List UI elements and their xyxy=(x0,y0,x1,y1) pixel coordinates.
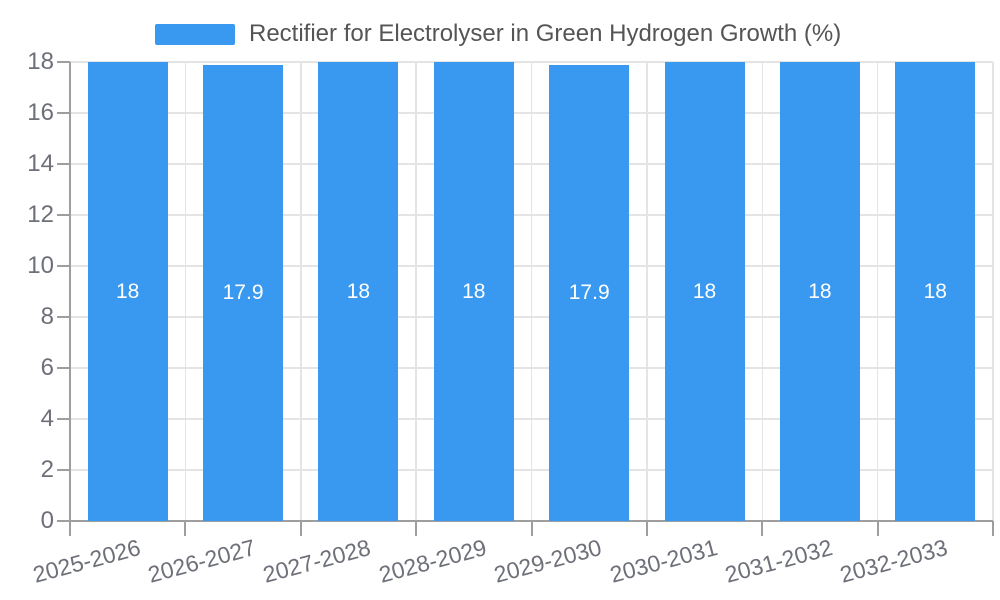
y-axis-tick-label: 10 xyxy=(27,252,54,279)
bar-value-label: 18 xyxy=(116,279,140,303)
y-axis-tick xyxy=(57,265,70,267)
y-axis-tick-label: 6 xyxy=(40,354,54,381)
x-axis-tick xyxy=(876,521,879,536)
x-gridline xyxy=(761,62,763,521)
bar-2028-2029[interactable]: 18 xyxy=(433,62,514,521)
y-axis-tick xyxy=(57,316,70,318)
bar-value-label: 18 xyxy=(346,279,371,303)
legend-item[interactable]: Rectifier for Electrolyser in Green Hydr… xyxy=(155,20,841,48)
x-axis-tick xyxy=(645,521,648,536)
x-axis-tick xyxy=(184,521,187,536)
x-gridline xyxy=(646,62,648,521)
bar-2030-2031[interactable]: 18 xyxy=(664,62,745,521)
y-axis-tick-label: 8 xyxy=(40,303,54,330)
x-axis-label-2028-2029: 2028-2029 xyxy=(376,534,490,588)
bar-2027-2028[interactable]: 18 xyxy=(318,62,399,521)
x-axis-label-2029-2030: 2029-2030 xyxy=(491,534,605,588)
x-axis-line xyxy=(70,520,993,522)
x-axis-tick xyxy=(992,521,994,536)
y-axis-tick-label: 4 xyxy=(40,405,54,432)
y-axis-tick xyxy=(57,112,70,114)
x-axis-tick xyxy=(530,521,533,536)
bar-2029-2030[interactable]: 17.9 xyxy=(549,64,630,521)
bar-value-label: 17.9 xyxy=(222,280,264,304)
x-gridline xyxy=(876,62,879,521)
x-gridline xyxy=(530,62,533,521)
y-axis-tick-label: 12 xyxy=(27,201,54,228)
bar-2026-2027[interactable]: 17.9 xyxy=(203,64,284,521)
y-axis-tick xyxy=(57,418,70,420)
y-axis-tick-label: 18 xyxy=(27,48,54,75)
x-axis-tick xyxy=(761,521,764,536)
y-axis-tick-label: 0 xyxy=(40,507,54,534)
x-axis-label-2026-2027: 2026-2027 xyxy=(145,534,259,588)
y-axis-tick xyxy=(57,163,70,165)
x-axis-label-2027-2028: 2027-2028 xyxy=(260,534,374,588)
y-axis-tick xyxy=(57,214,70,216)
bar-value-label: 18 xyxy=(808,279,832,303)
x-gridline xyxy=(992,62,994,521)
x-axis-tick xyxy=(299,521,302,536)
x-gridline xyxy=(415,62,417,521)
x-gridline xyxy=(300,62,302,521)
bar-value-label: 18 xyxy=(923,279,947,303)
y-axis-line xyxy=(69,62,71,536)
y-axis-tick-label: 16 xyxy=(27,99,54,126)
bar-value-label: 17.9 xyxy=(568,280,610,304)
bar-value-label: 18 xyxy=(692,279,717,303)
x-gridline xyxy=(184,62,187,521)
x-axis-label-2031-2032: 2031-2032 xyxy=(722,534,836,588)
x-axis-tick xyxy=(415,521,418,536)
bar-2025-2026[interactable]: 18 xyxy=(87,62,168,521)
y-axis-tick xyxy=(57,61,70,63)
legend-label: Rectifier for Electrolyser in Green Hydr… xyxy=(249,20,842,47)
legend-swatch xyxy=(155,23,235,45)
y-axis-tick xyxy=(57,520,70,522)
y-axis-tick-label: 2 xyxy=(40,456,54,483)
bar-2031-2032[interactable]: 18 xyxy=(779,62,860,521)
x-axis-label-2032-2033: 2032-2033 xyxy=(837,534,951,588)
bar-2032-2033[interactable]: 18 xyxy=(895,62,976,521)
y-axis-tick xyxy=(57,469,70,471)
x-axis-label-2030-2031: 2030-2031 xyxy=(606,534,720,588)
x-axis-label-2025-2026: 2025-2026 xyxy=(29,534,143,588)
y-axis-tick xyxy=(57,367,70,369)
bar-value-label: 18 xyxy=(462,279,486,303)
y-axis-tick-label: 14 xyxy=(27,150,54,177)
